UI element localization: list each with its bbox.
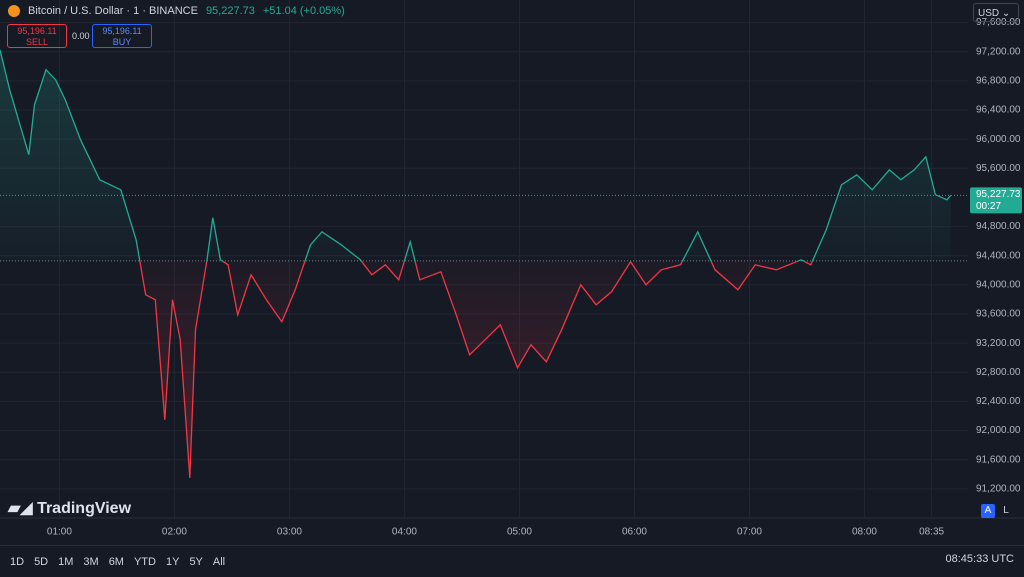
y-tick-label: 92,000.00 xyxy=(976,425,1021,436)
y-tick-label: 94,400.00 xyxy=(976,250,1021,261)
timeframe-button[interactable]: 1M xyxy=(58,555,74,568)
timeframe-button[interactable]: All xyxy=(212,555,226,568)
last-price: 95,227.73 xyxy=(205,5,255,17)
sell-button[interactable]: 95,196.11 SELL xyxy=(7,24,67,48)
change: +51.04 (+0.05%) xyxy=(262,5,345,17)
x-tick-label: 01:00 xyxy=(47,527,72,538)
last-price-label: 95,227.73 xyxy=(976,189,1021,200)
logo-text: TradingView xyxy=(37,500,132,517)
price-line xyxy=(0,49,952,478)
y-tick-label: 91,200.00 xyxy=(976,483,1021,494)
y-tick-label: 93,200.00 xyxy=(976,338,1021,349)
scale-button[interactable]: L xyxy=(1003,505,1009,516)
timeframe-button[interactable]: YTD xyxy=(133,555,156,568)
x-tick-label: 06:00 xyxy=(622,527,647,538)
y-tick-label: 92,800.00 xyxy=(976,367,1021,378)
axis-panel xyxy=(968,0,1024,545)
timeframe-bar: 1D 5D 1M 3M 6M YTD 1Y 5Y All xyxy=(0,545,1024,577)
x-tick-label: 07:00 xyxy=(737,527,762,538)
y-tick-label: 94,800.00 xyxy=(976,221,1021,232)
y-tick-label: 94,000.00 xyxy=(976,280,1021,291)
currency: USD xyxy=(978,8,1000,19)
timeframe-button[interactable]: 5Y xyxy=(189,555,203,568)
buy-price: 95,196.11 xyxy=(102,26,142,36)
timeframe-button[interactable]: 1D xyxy=(10,555,25,568)
btc-icon xyxy=(8,5,20,17)
x-tick-label: 02:00 xyxy=(162,527,187,538)
y-tick-label: 95,600.00 xyxy=(976,163,1021,174)
sell-price: 95,196.11 xyxy=(17,26,57,36)
y-tick-label: 96,000.00 xyxy=(976,134,1021,145)
currency-select[interactable]: USD ⌄ xyxy=(973,3,1019,22)
y-tick-label: 93,600.00 xyxy=(976,309,1021,320)
logo: ▰◢ TradingView xyxy=(8,500,132,517)
chart: 91,200.00 91,600.00 92,000.00 92,400.00 92,8… xyxy=(0,0,1024,545)
area xyxy=(0,49,951,478)
sell-label: SELL xyxy=(25,37,49,47)
x-tick-label: 05:00 xyxy=(507,527,532,538)
countdown: 00:27 xyxy=(976,201,1001,212)
buy-button[interactable]: 95,196.11 BUY xyxy=(92,24,152,48)
symbol-header: Bitcoin / U.S. Dollar · 1 · BINANCE 95,2… xyxy=(8,5,345,17)
y-tick-label: 91,600.00 xyxy=(976,454,1021,465)
y-tick-label: 92,400.00 xyxy=(976,396,1021,407)
timeframe-button[interactable]: 1Y xyxy=(165,555,180,568)
timeframe-button[interactable]: 5D xyxy=(34,555,49,568)
buy-label: BUY xyxy=(112,37,132,47)
timeframe-button[interactable]: 6M xyxy=(108,555,124,568)
x-tick-label: 03:00 xyxy=(277,527,302,538)
timeframe-button[interactable]: 3M xyxy=(83,555,99,568)
x-tick-label: 04:00 xyxy=(392,527,417,538)
spread: 0.00 xyxy=(72,31,90,41)
y-tick-label: 97,200.00 xyxy=(976,46,1021,57)
clock: 08:45:33 UTC xyxy=(945,553,1014,565)
y-tick-label: 96,400.00 xyxy=(976,105,1021,116)
symbol: Bitcoin / U.S. Dollar · 1 · BINANCE xyxy=(28,5,198,17)
last-price-tag xyxy=(970,187,1022,214)
y-tick-label: 97,600.00 xyxy=(976,17,1021,28)
scale-button[interactable]: A xyxy=(981,504,995,518)
x-tick-label: 08:35 xyxy=(919,527,944,538)
y-tick-label: 96,800.00 xyxy=(976,76,1021,87)
x-tick-label: 08:00 xyxy=(852,527,877,538)
